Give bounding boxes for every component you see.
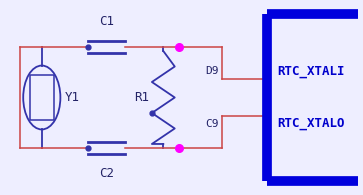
Text: C1: C1 bbox=[99, 15, 114, 28]
Bar bbox=[30, 75, 54, 120]
Text: D9: D9 bbox=[205, 66, 219, 76]
Text: Y1: Y1 bbox=[65, 91, 80, 104]
Text: C2: C2 bbox=[99, 167, 114, 180]
Text: RTC_XTALO: RTC_XTALO bbox=[278, 117, 345, 130]
Text: R1: R1 bbox=[134, 91, 149, 104]
Text: RTC_XTALI: RTC_XTALI bbox=[278, 65, 345, 78]
Text: C9: C9 bbox=[205, 119, 219, 129]
